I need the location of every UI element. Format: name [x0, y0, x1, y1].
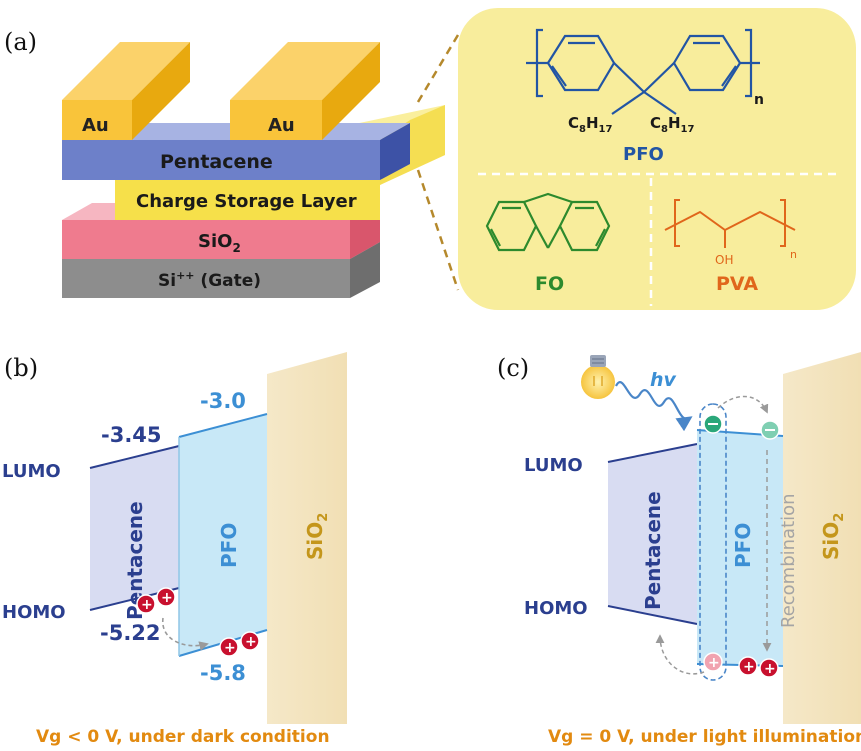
- materials-panel: [458, 8, 856, 310]
- homo-label-c: HOMO: [524, 598, 588, 619]
- au-left-label: Au: [82, 115, 109, 136]
- pfo-sub-left-i2: 17: [599, 124, 613, 135]
- pva-n: n: [790, 248, 797, 261]
- gate-si: Si: [158, 271, 176, 291]
- pfo-sub-left-c: C: [568, 114, 579, 132]
- pfo-region-c: [697, 430, 783, 666]
- electron-faded-c: [760, 420, 780, 440]
- fo-structure: [485, 192, 611, 252]
- fo-name: FO: [535, 273, 564, 295]
- sio2-subscript: 2: [232, 241, 240, 255]
- electron-move-arrow-c: [717, 395, 769, 414]
- panel-b: (b) SiO2 Pentacene PFO LUMO HOMO -3.45 -…: [2, 352, 347, 747]
- sio2-b-sub: 2: [316, 513, 331, 522]
- pentacene-label: Pentacene: [160, 151, 273, 173]
- pfo-name: PFO: [623, 144, 664, 165]
- pentacene-lumo-line-b: [89, 445, 180, 469]
- zoom-connector: [416, 34, 460, 291]
- pfo-sub-right-i2: 17: [681, 124, 695, 135]
- pfo-sub-left-h: H: [586, 114, 599, 132]
- pentacene-lumo-line-c: [607, 443, 698, 463]
- pfo-n: n: [754, 92, 764, 108]
- sio2-label-b: SiO2: [303, 513, 331, 560]
- pfo-sub-right-c: C: [650, 114, 661, 132]
- sio2-c-main: SiO: [819, 522, 843, 560]
- pfo-lumo-line-b: [178, 413, 268, 438]
- charge-storage-label: Charge Storage Layer: [136, 191, 357, 212]
- holes-pfo-c: + +: [738, 656, 779, 678]
- pfo-label-c: PFO: [731, 523, 755, 568]
- sio2-label: SiO2: [198, 231, 241, 255]
- gate-tail: (Gate): [195, 271, 262, 291]
- sio2-band-b: [267, 352, 347, 724]
- svg-text:+: +: [708, 655, 720, 671]
- sio2-b-main: SiO: [303, 522, 327, 560]
- pentacene-region-b: [90, 446, 179, 610]
- pfo-sub-left-i1: 8: [579, 124, 586, 135]
- pfo-lumo-value-b: -3.0: [200, 389, 246, 413]
- panel-b-tag: (b): [4, 354, 38, 382]
- pfo-label-b: PFO: [217, 523, 241, 568]
- pva-oh: OH: [715, 253, 733, 267]
- hole-transfer-arrow-b: [162, 617, 209, 651]
- panel-c: (c) SiO2 Pentacene PFO LUMO HOMO Recombi…: [497, 352, 861, 747]
- svg-text:+: +: [224, 640, 236, 656]
- recombination-label-c: Recombination: [778, 493, 799, 628]
- pfo-substituent-left: C8H17: [568, 114, 613, 135]
- svg-text:+: +: [764, 661, 776, 677]
- lightbulb-icon: [581, 355, 615, 399]
- sio2-main: SiO: [198, 231, 232, 252]
- lumo-label-c: LUMO: [524, 455, 583, 476]
- pva-structure: [664, 199, 796, 248]
- caption-c: Vg = 0 V, under light illumination: [548, 727, 861, 747]
- pentacene-homo-value-b: -5.22: [100, 621, 161, 645]
- pentacene-region-c: [608, 444, 697, 624]
- panel-a: (a): [4, 8, 856, 310]
- hole-back-arrow-c: [655, 634, 705, 675]
- pfo-substituent-right: C8H17: [650, 114, 695, 135]
- pentacene-lumo-value-b: -3.45: [101, 423, 162, 447]
- interface-capsule-c: [699, 403, 727, 681]
- sio2-label-c: SiO2: [819, 513, 847, 560]
- hole-faded-c: +: [703, 652, 723, 672]
- svg-text:+: +: [245, 634, 257, 650]
- gate-sup: ++: [176, 269, 194, 282]
- svg-text:+: +: [743, 659, 755, 675]
- gate-label: Si++ (Gate): [158, 269, 261, 291]
- panel-c-tag: (c): [497, 354, 529, 382]
- holes-pfo-b: + +: [219, 631, 260, 657]
- au-electrode-right: [230, 42, 380, 140]
- caption-b: Vg < 0 V, under dark condition: [36, 727, 330, 747]
- svg-text:+: +: [161, 590, 173, 606]
- pva-name: PVA: [716, 273, 758, 295]
- au-electrode-left: [62, 42, 190, 140]
- pentacene-homo-line-c: [607, 605, 698, 625]
- homo-label-b: HOMO: [2, 602, 66, 623]
- pfo-structure: [526, 28, 760, 115]
- pfo-homo-value-b: -5.8: [200, 661, 246, 685]
- hv-label-c: hv: [650, 369, 677, 391]
- pfo-sub-right-i1: 8: [661, 124, 668, 135]
- pfo-region-b: [179, 414, 267, 656]
- sio2-band-c: [783, 352, 861, 724]
- svg-text:+: +: [141, 597, 153, 613]
- photon-wave-c: [615, 381, 693, 432]
- pfo-sub-right-h: H: [668, 114, 681, 132]
- holes-pentacene-b: + +: [136, 587, 176, 614]
- au-right-label: Au: [268, 115, 295, 136]
- sio2-c-sub: 2: [832, 513, 847, 522]
- panel-a-tag: (a): [4, 28, 37, 56]
- electron-trapped-c: [703, 414, 723, 434]
- lumo-label-b: LUMO: [2, 461, 61, 482]
- pentacene-label-c: Pentacene: [641, 491, 665, 610]
